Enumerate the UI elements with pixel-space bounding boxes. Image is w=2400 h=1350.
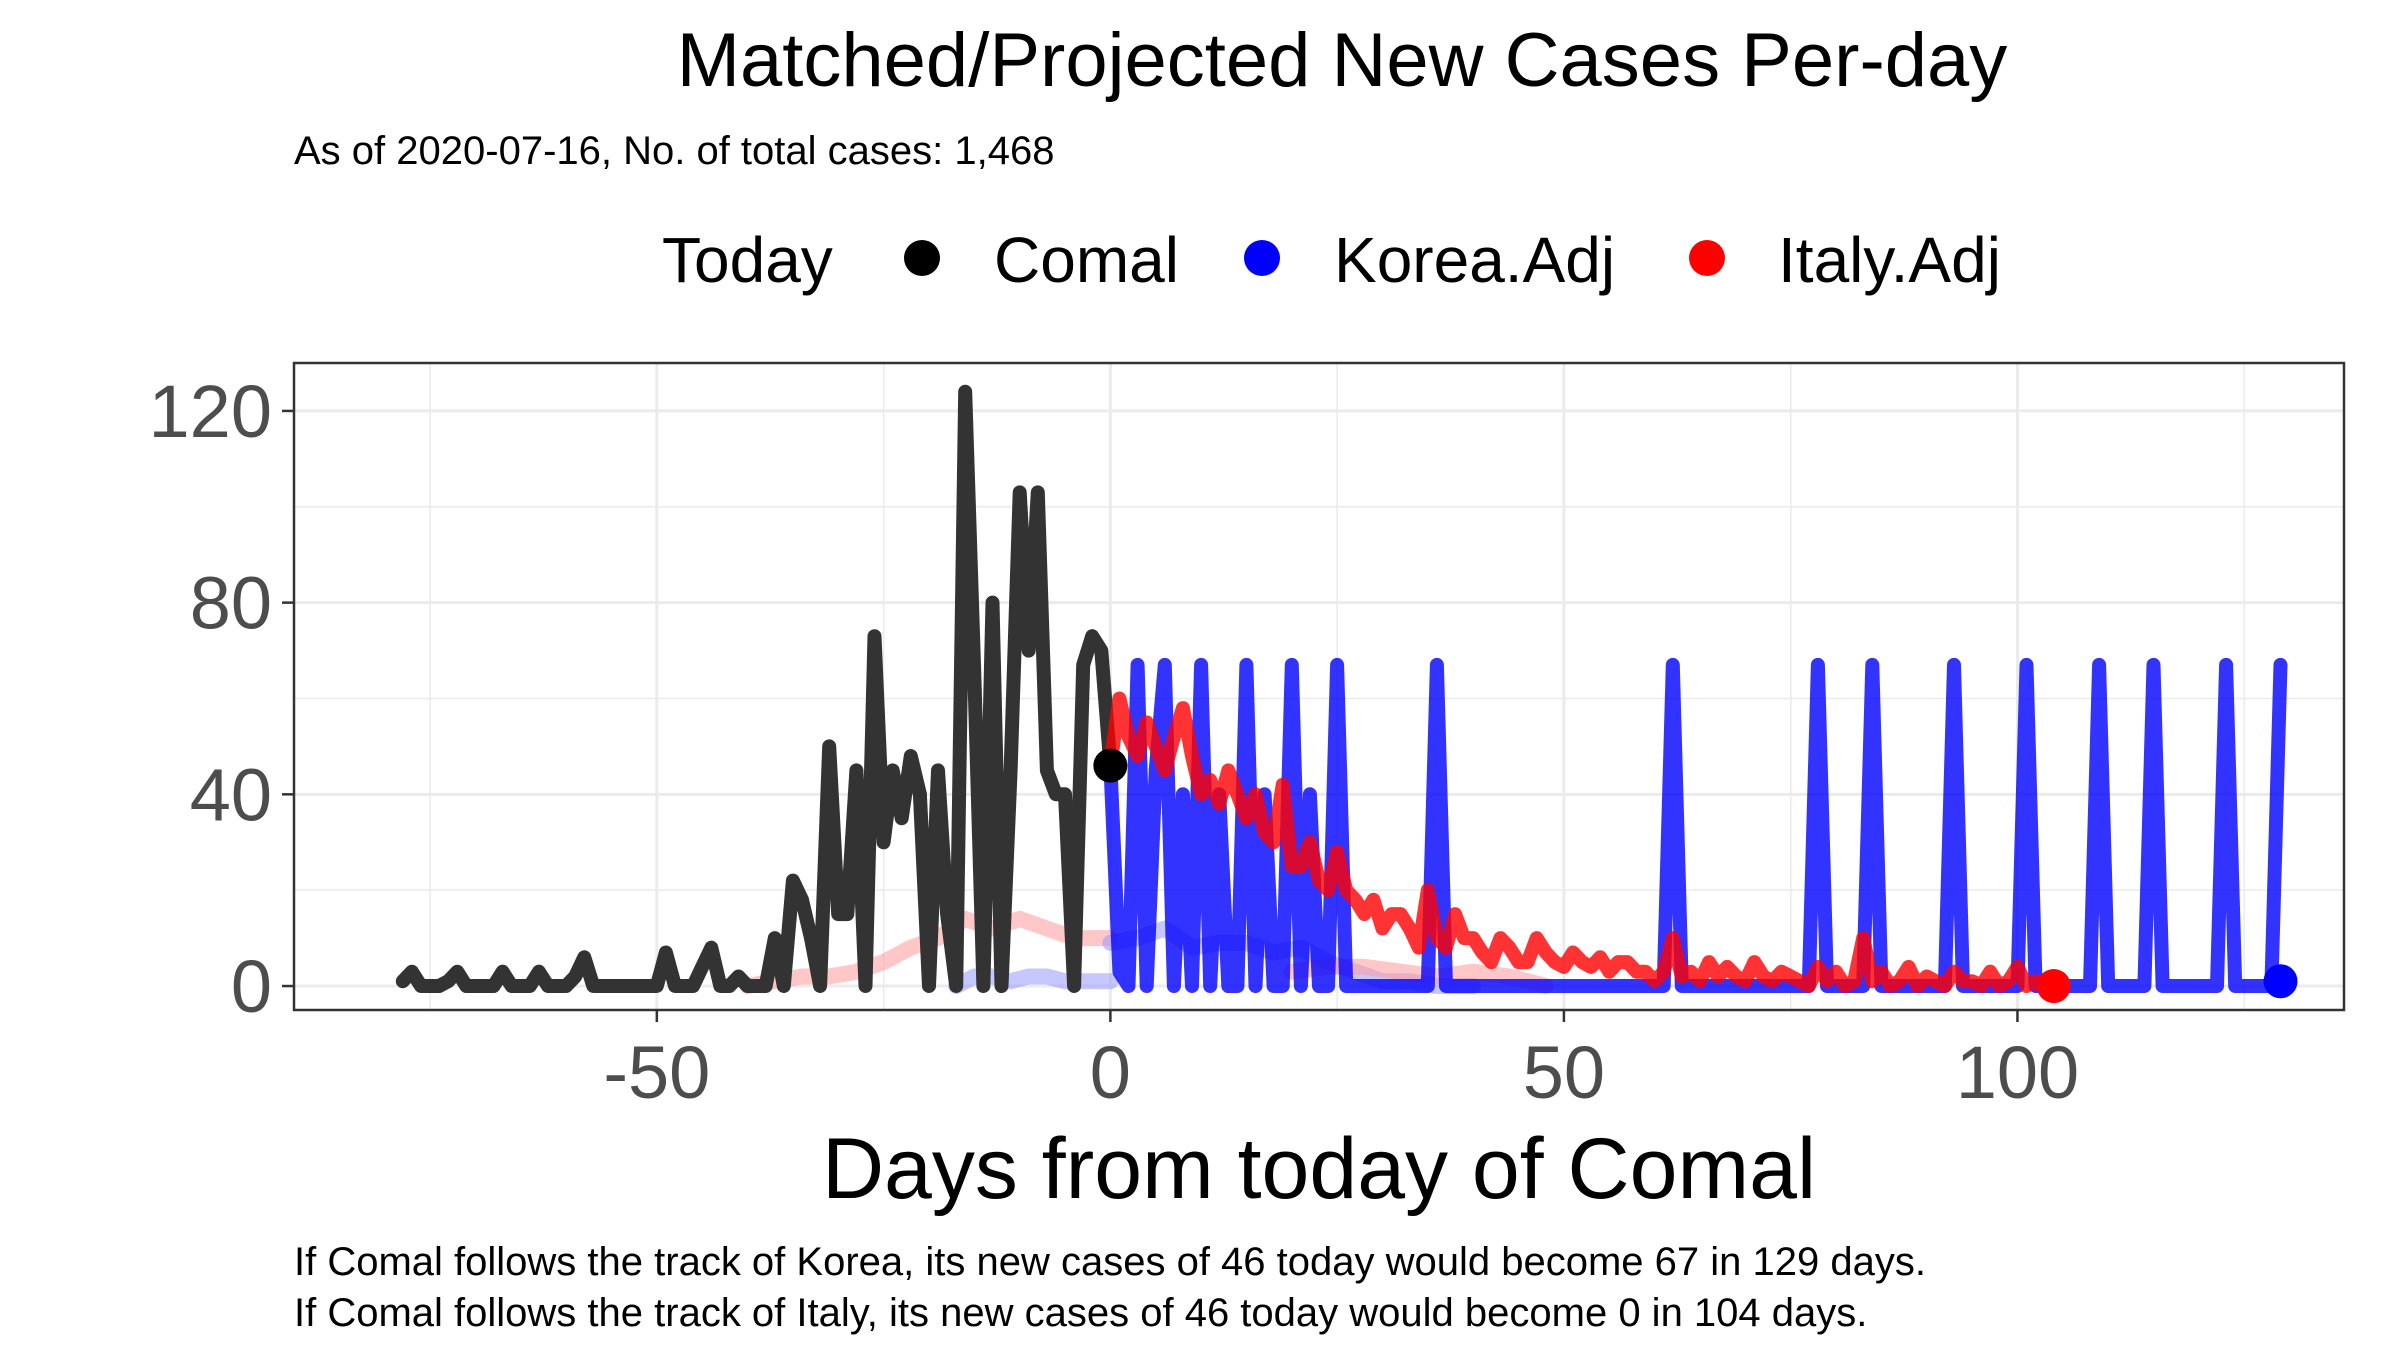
x-tick-label: 0 — [1090, 1031, 1131, 1114]
x-axis-label: Days from today of Comal — [822, 1121, 1816, 1217]
caption-korea: If Comal follows the track of Korea, its… — [294, 1240, 1926, 1284]
series-layer — [395, 384, 2288, 994]
point-italy-adj — [2036, 969, 2071, 1004]
legend-label-korea: Korea.Adj — [1334, 224, 1615, 296]
legend-title: Today — [662, 224, 833, 296]
y-tick-label: 120 — [149, 370, 272, 453]
plot-border — [292, 361, 2346, 1012]
series-line-comal — [395, 384, 1118, 993]
y-tick-label: 80 — [190, 562, 272, 645]
point-korea-adj — [2263, 964, 2298, 999]
y-tick-label: 0 — [231, 945, 272, 1028]
legend-swatch-comal — [904, 240, 940, 276]
x-axis: -50 0 50 100 — [603, 1010, 2079, 1114]
legend: Today Comal Korea.Adj Italy.Adj — [662, 224, 2001, 296]
legend-label-comal: Comal — [994, 224, 1179, 296]
legend-swatch-italy — [1689, 240, 1725, 276]
y-axis: 0 40 80 120 — [149, 370, 294, 1028]
legend-label-italy: Italy.Adj — [1778, 224, 2001, 296]
x-tick-label: 100 — [1956, 1031, 2079, 1114]
y-tick-label: 40 — [190, 753, 272, 836]
series-line-italy-adj — [1103, 691, 2061, 993]
chart-subtitle: As of 2020-07-16, No. of total cases: 1,… — [294, 129, 1054, 173]
plot-area: -50 0 50 100 0 40 80 120 — [149, 361, 2346, 1114]
chart-title: Matched/Projected New Cases Per-day — [677, 18, 2008, 103]
x-tick-label: 50 — [1523, 1031, 1605, 1114]
today-points — [1093, 748, 2298, 1004]
legend-swatch-korea — [1244, 240, 1280, 276]
caption-italy: If Comal follows the track of Italy, its… — [294, 1291, 1867, 1335]
x-tick-label: -50 — [603, 1031, 710, 1114]
point-comal — [1093, 748, 1128, 783]
